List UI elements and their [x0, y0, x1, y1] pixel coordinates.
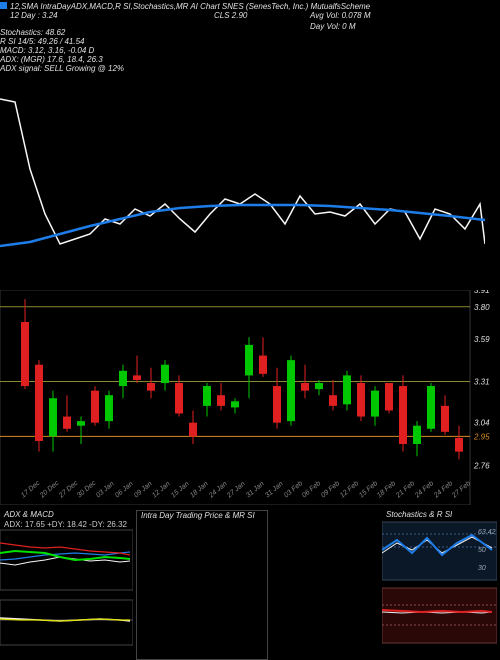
svg-text:2.76: 2.76 — [473, 461, 490, 470]
stoch-title: Stochastics & R SI — [386, 510, 452, 519]
svg-text:3.80: 3.80 — [474, 303, 490, 312]
adx-title: ADX & MACD — [4, 510, 54, 519]
svg-text:3.91: 3.91 — [474, 290, 490, 295]
intraday-panel: Intra Day Trading Price & MR SI — [136, 510, 268, 660]
spacer-panel — [271, 510, 379, 660]
svg-text:2.95: 2.95 — [473, 432, 490, 441]
candle-chart-svg: 3.913.803.593.313.042.952.762.48 — [0, 290, 500, 505]
header-cls: CLS 2.90 — [214, 11, 247, 20]
svg-text:63.42: 63.42 — [478, 529, 496, 536]
adx-values: ADX: 17.65 +DY: 18.42 -DY: 26.32 — [4, 520, 127, 529]
main-line-chart — [0, 74, 485, 280]
header-day: 12 Day : 3.24 — [10, 11, 58, 20]
stochastics-panel: Stochastics & R SI 63.42 50 30 — [382, 510, 500, 660]
header-macd: MACD: 3.12, 3.16, -0.04 D — [0, 46, 94, 55]
header-adx1: ADX: (MGR) 17.6, 18.4, 26.3 — [0, 55, 103, 64]
header-dayvol: Day Vol: 0 M — [310, 22, 356, 31]
svg-text:30: 30 — [478, 565, 486, 572]
stoch-svg: 63.42 50 30 — [382, 510, 497, 660]
svg-text:3.31: 3.31 — [474, 377, 490, 386]
header-avgvol: Avg Vol: 0.078 M — [310, 11, 370, 20]
date-axis: 17 Dec20 Dec27 Dec30 Dec03 Jan06 Jan09 J… — [0, 486, 485, 506]
svg-text:3.59: 3.59 — [474, 335, 490, 344]
adx-macd-panel: ADX & MACD ADX: 17.65 +DY: 18.42 -DY: 26… — [0, 510, 133, 660]
sub-panels-row: ADX & MACD ADX: 17.65 +DY: 18.42 -DY: 26… — [0, 510, 500, 660]
main-chart-svg — [0, 74, 485, 280]
candlestick-chart: 3.913.803.593.313.042.952.762.48 — [0, 290, 500, 505]
legend-square — [0, 2, 7, 9]
chart-header: 12,SMA IntraDayADX,MACD,R SI,Stochastics… — [0, 0, 500, 74]
header-rsi: R SI 14/5: 49.26 / 41.54 — [0, 37, 85, 46]
svg-text:3.04: 3.04 — [474, 419, 490, 428]
adx-svg — [0, 510, 133, 660]
header-line1: 12,SMA IntraDayADX,MACD,R SI,Stochastics… — [10, 2, 370, 11]
intra-title: Intra Day Trading Price & MR SI — [141, 511, 255, 520]
header-stoch: Stochastics: 48.62 — [0, 28, 65, 37]
chart-container: { "header": { "left1": "12,SMA IntraDayA… — [0, 0, 500, 660]
header-adx2: ADX signal: SELL Growing @ 12% — [0, 64, 124, 73]
svg-text:50: 50 — [478, 547, 486, 554]
